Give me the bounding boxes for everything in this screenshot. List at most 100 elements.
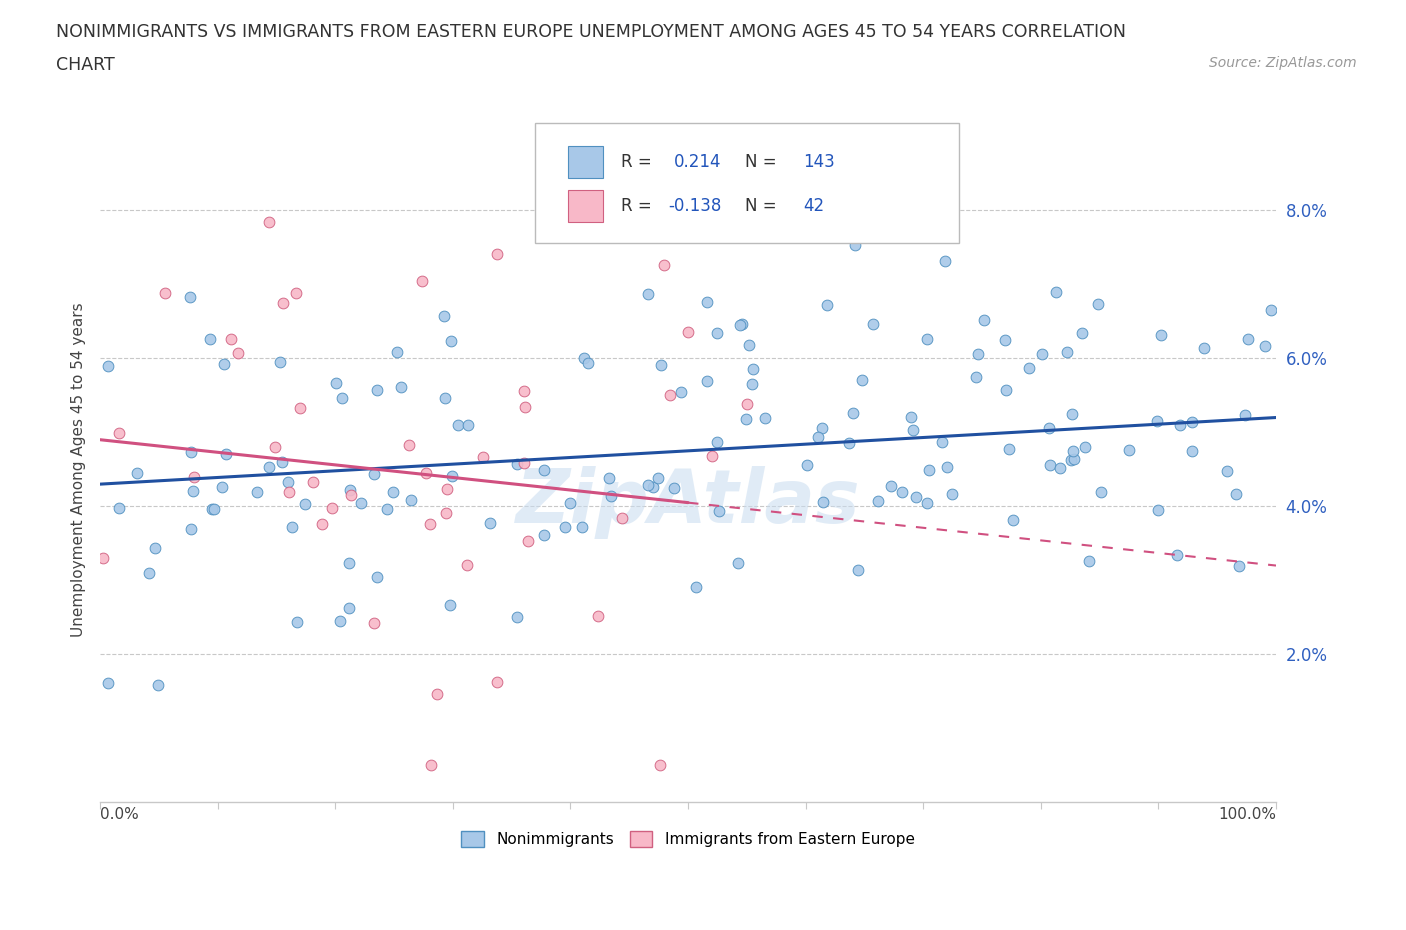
Point bbox=[1018, 360, 1040, 375]
Point bbox=[1225, 486, 1247, 501]
Point bbox=[637, 286, 659, 301]
Text: -0.138: -0.138 bbox=[668, 197, 721, 216]
Point bbox=[931, 434, 953, 449]
Point bbox=[941, 486, 963, 501]
Point bbox=[513, 456, 536, 471]
Point bbox=[180, 521, 202, 536]
Point bbox=[533, 528, 555, 543]
Point bbox=[337, 600, 360, 615]
Point bbox=[735, 412, 758, 427]
Point bbox=[330, 391, 353, 405]
Text: CHART: CHART bbox=[56, 56, 115, 73]
Point bbox=[890, 485, 912, 499]
Point bbox=[1056, 345, 1078, 360]
Text: 0.214: 0.214 bbox=[673, 153, 721, 170]
Point bbox=[901, 423, 924, 438]
Point bbox=[965, 369, 987, 384]
Point bbox=[1181, 415, 1204, 430]
Text: 100.0%: 100.0% bbox=[1218, 807, 1277, 822]
Point bbox=[259, 215, 281, 230]
Point bbox=[485, 246, 508, 261]
Point bbox=[143, 540, 166, 555]
Point bbox=[411, 274, 433, 289]
Point bbox=[457, 418, 479, 432]
Point bbox=[212, 356, 235, 371]
Point bbox=[506, 609, 529, 624]
Point bbox=[838, 435, 860, 450]
FancyBboxPatch shape bbox=[536, 123, 959, 243]
Point bbox=[738, 338, 761, 352]
Point bbox=[599, 489, 621, 504]
Point bbox=[696, 295, 718, 310]
Point bbox=[735, 396, 758, 411]
Point bbox=[329, 613, 352, 628]
Point bbox=[271, 296, 294, 311]
Point bbox=[659, 388, 682, 403]
Point bbox=[415, 466, 437, 481]
Point bbox=[934, 253, 956, 268]
Point bbox=[1060, 452, 1083, 467]
Point bbox=[288, 401, 311, 416]
Point bbox=[576, 355, 599, 370]
Point bbox=[259, 459, 281, 474]
Point bbox=[1078, 554, 1101, 569]
Point bbox=[815, 298, 838, 312]
Point bbox=[179, 289, 201, 304]
Point bbox=[180, 445, 202, 459]
Point bbox=[513, 400, 536, 415]
Point bbox=[997, 442, 1019, 457]
Point bbox=[97, 675, 120, 690]
Point bbox=[153, 286, 176, 300]
Point bbox=[426, 686, 449, 701]
Point bbox=[1060, 406, 1083, 421]
Point bbox=[479, 515, 502, 530]
Point bbox=[1227, 559, 1250, 574]
Point bbox=[446, 418, 468, 432]
Point bbox=[440, 469, 463, 484]
Point bbox=[269, 355, 291, 370]
Point bbox=[1215, 464, 1237, 479]
Point bbox=[363, 467, 385, 482]
Point bbox=[662, 481, 685, 496]
Point bbox=[340, 487, 363, 502]
Point bbox=[201, 502, 224, 517]
Point bbox=[440, 333, 463, 348]
Point bbox=[278, 485, 301, 499]
Point bbox=[1002, 512, 1025, 527]
Point bbox=[588, 608, 610, 623]
Point bbox=[366, 569, 388, 584]
Point bbox=[612, 511, 634, 525]
Point bbox=[709, 503, 731, 518]
Point bbox=[246, 485, 269, 499]
Point bbox=[994, 382, 1017, 397]
Y-axis label: Unemployment Among Ages 45 to 54 years: Unemployment Among Ages 45 to 54 years bbox=[72, 302, 86, 637]
Point bbox=[181, 484, 204, 498]
Point bbox=[472, 449, 495, 464]
Point bbox=[350, 496, 373, 511]
Point bbox=[1168, 418, 1191, 432]
Point bbox=[650, 357, 672, 372]
Point bbox=[650, 758, 672, 773]
Point bbox=[915, 332, 938, 347]
Point bbox=[281, 520, 304, 535]
Point bbox=[730, 318, 752, 333]
Point bbox=[434, 506, 457, 521]
Point bbox=[339, 483, 361, 498]
Point bbox=[558, 495, 581, 510]
Point bbox=[485, 674, 508, 689]
Point bbox=[741, 377, 763, 392]
Point bbox=[433, 390, 456, 405]
Point bbox=[108, 425, 131, 440]
Point bbox=[973, 312, 995, 327]
Point bbox=[647, 471, 669, 485]
Point bbox=[574, 351, 596, 365]
Point bbox=[391, 379, 413, 394]
Point bbox=[1194, 340, 1216, 355]
Point bbox=[813, 495, 835, 510]
Point bbox=[211, 480, 233, 495]
Point bbox=[1045, 285, 1067, 299]
Point bbox=[685, 579, 707, 594]
Point bbox=[1150, 327, 1173, 342]
Text: N =: N = bbox=[745, 153, 782, 170]
Point bbox=[513, 384, 536, 399]
